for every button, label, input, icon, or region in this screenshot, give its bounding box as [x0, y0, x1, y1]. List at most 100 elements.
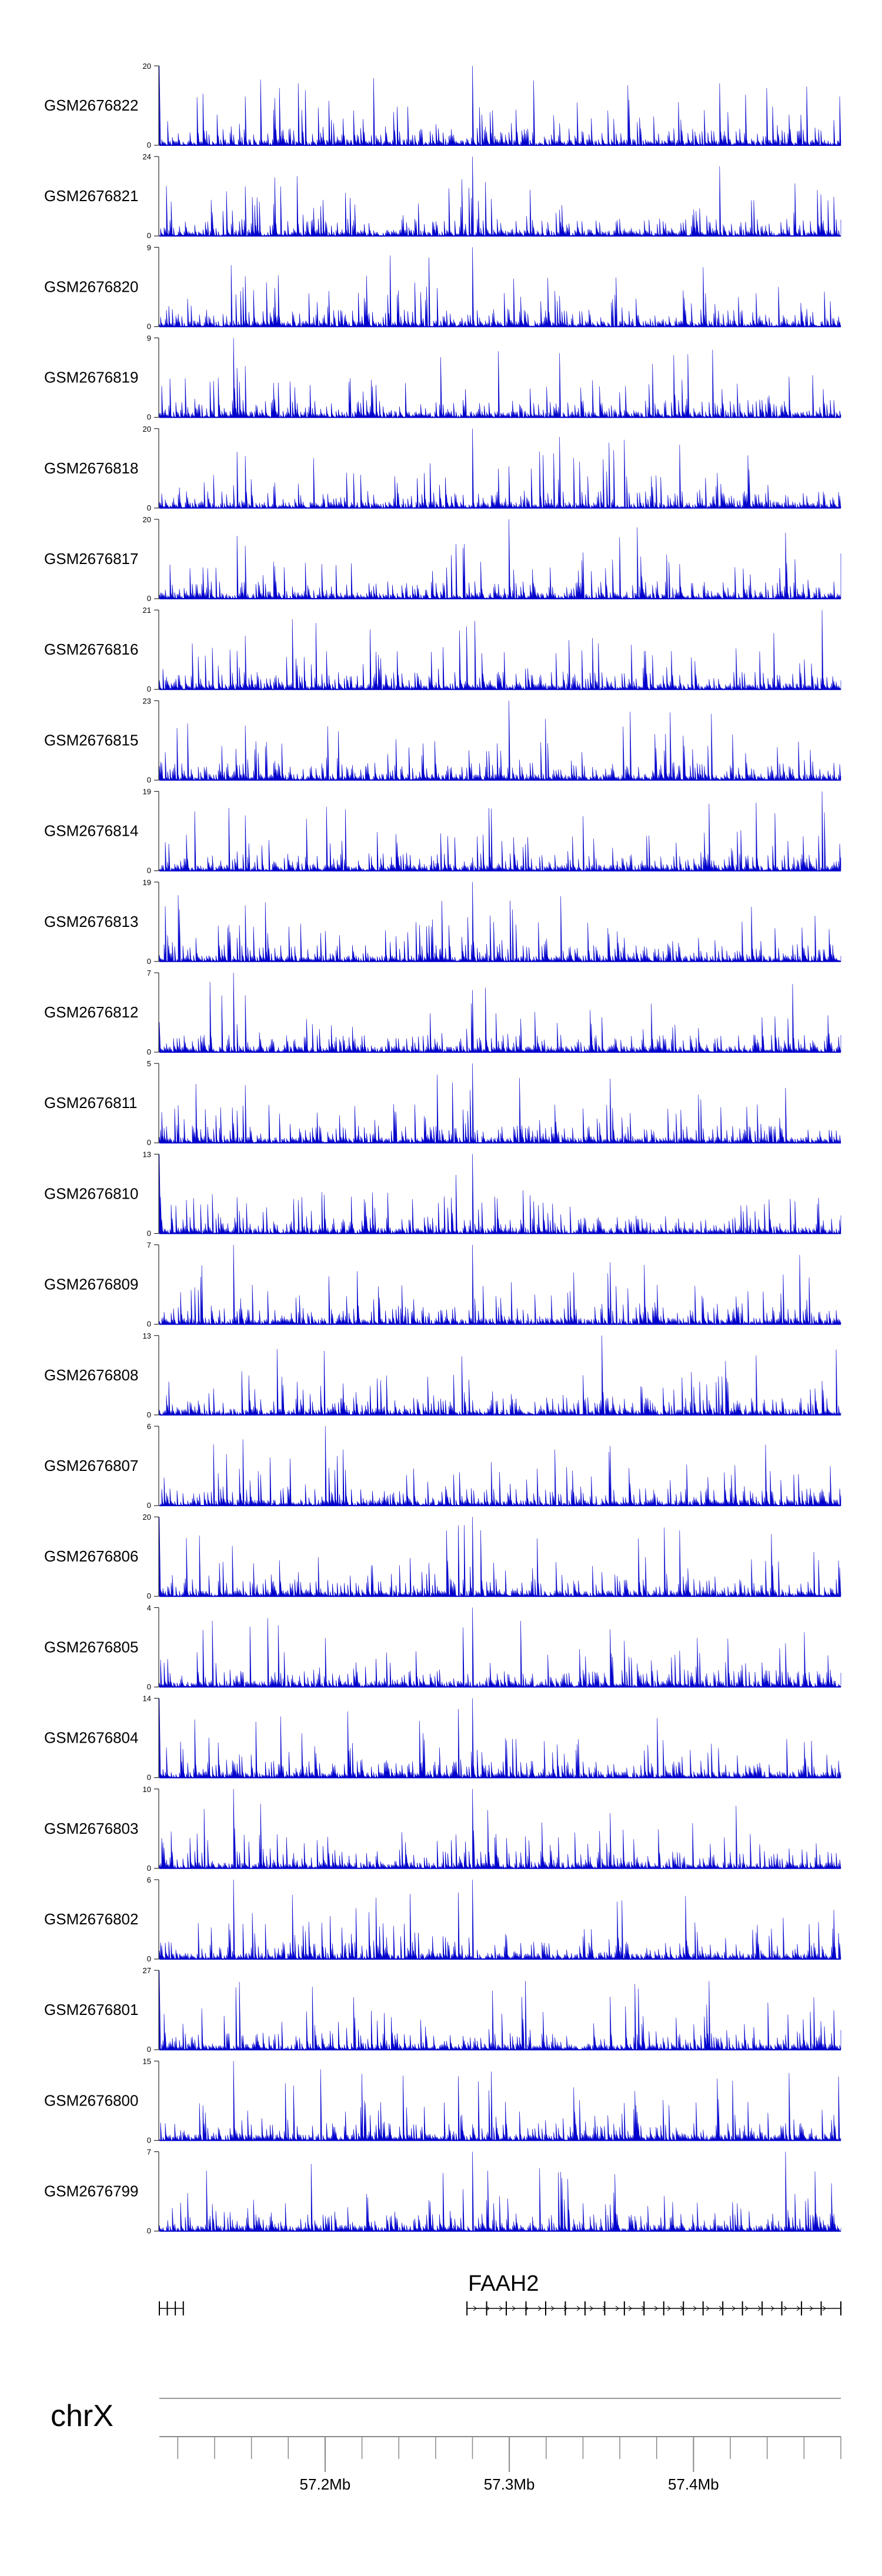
strand-arrow [486, 2305, 490, 2311]
strand-arrow [757, 2305, 761, 2311]
track-label: GSM2676801 [44, 2001, 138, 2018]
y-min-label: 0 [147, 1047, 151, 1056]
signal-area [159, 247, 841, 328]
y-min-label: 0 [147, 1682, 151, 1691]
chromosome-ideogram: chrX [51, 2398, 841, 2433]
y-max-label: 15 [143, 2057, 151, 2066]
track-label: GSM2676811 [44, 1094, 138, 1112]
y-min-label: 0 [147, 2135, 151, 2144]
y-min-label: 0 [147, 1954, 151, 1963]
y-max-label: 7 [147, 2148, 151, 2157]
y-max-label: 20 [143, 425, 151, 433]
signal-area [159, 610, 841, 690]
y-max-label: 20 [143, 515, 151, 524]
tick-label: 57.4Mb [668, 2475, 719, 2493]
gene-annotation-track: FAAH2 [159, 2271, 841, 2315]
y-max-label: 13 [143, 1150, 151, 1159]
y-min-label: 0 [147, 866, 151, 875]
strand-arrow [693, 2305, 697, 2311]
signal-area [159, 1788, 841, 1869]
strand-arrow [667, 2305, 671, 2311]
track-GSM2676800: GSM2676800 15 0 [44, 2057, 841, 2144]
track-GSM2676814: GSM2676814 19 0 [44, 788, 841, 875]
track-label: GSM2676813 [44, 913, 138, 930]
y-min-label: 0 [147, 503, 151, 512]
y-max-label: 4 [147, 1603, 151, 1612]
track-label: GSM2676804 [44, 1729, 138, 1747]
y-max-label: 9 [147, 243, 151, 252]
signal-area [159, 1244, 841, 1325]
y-min-label: 0 [147, 1591, 151, 1600]
track-label: GSM2676799 [44, 2183, 138, 2200]
track-GSM2676813: GSM2676813 19 0 [44, 878, 841, 966]
y-max-label: 21 [143, 606, 151, 615]
strand-arrow [615, 2305, 619, 2311]
y-min-label: 0 [147, 1773, 151, 1782]
signal-area [159, 1879, 841, 1960]
signal-area [159, 156, 841, 237]
track-label: GSM2676805 [44, 1638, 138, 1656]
strand-arrow [796, 2305, 800, 2311]
track-label: GSM2676812 [44, 1003, 138, 1021]
strand-arrow [499, 2305, 503, 2311]
y-min-label: 0 [147, 413, 151, 422]
y-max-label: 27 [143, 1966, 151, 1975]
y-max-label: 20 [143, 1513, 151, 1521]
strand-arrow [822, 2305, 826, 2311]
track-GSM2676809: GSM2676809 7 0 [44, 1241, 841, 1329]
track-label: GSM2676807 [44, 1457, 138, 1474]
chromosome-label: chrX [51, 2399, 113, 2433]
gene-label: FAAH2 [468, 2271, 539, 2296]
y-min-label: 0 [147, 1410, 151, 1419]
track-GSM2676805: GSM2676805 4 0 [44, 1603, 841, 1691]
signal-area [159, 1698, 841, 1778]
track-GSM2676806: GSM2676806 20 0 [44, 1513, 841, 1600]
track-label: GSM2676806 [44, 1547, 138, 1565]
track-label: GSM2676822 [44, 96, 138, 114]
track-GSM2676820: GSM2676820 9 0 [44, 243, 841, 331]
signal-area [159, 338, 841, 418]
strand-arrow [706, 2305, 710, 2311]
signal-area [159, 428, 841, 509]
y-max-label: 23 [143, 696, 151, 705]
tick-label: 57.3Mb [484, 2475, 535, 2493]
strand-arrow [512, 2305, 516, 2311]
track-GSM2676808: GSM2676808 13 0 [44, 1332, 841, 1419]
y-max-label: 24 [143, 152, 151, 161]
signal-area [159, 1607, 841, 1688]
strand-arrow [563, 2305, 567, 2311]
strand-arrow [809, 2305, 813, 2311]
track-GSM2676819: GSM2676819 9 0 [44, 334, 841, 422]
signal-area [159, 519, 841, 600]
genomic-scale-axis: 57.2Mb 57.3Mb 57.4Mb [159, 2436, 841, 2493]
gene-FAAH2: FAAH2 [466, 2271, 841, 2315]
y-min-label: 0 [147, 1138, 151, 1147]
track-GSM2676810: GSM2676810 13 0 [44, 1150, 841, 1237]
track-label: GSM2676816 [44, 640, 138, 658]
track-GSM2676799: GSM2676799 7 0 [44, 2148, 841, 2235]
y-min-label: 0 [147, 957, 151, 966]
y-min-label: 0 [147, 1501, 151, 1510]
track-GSM2676811: GSM2676811 5 0 [44, 1059, 841, 1147]
track-label: GSM2676810 [44, 1184, 138, 1202]
track-label: GSM2676802 [44, 1910, 138, 1928]
strand-arrow [524, 2305, 529, 2311]
signal-tracks: GSM2676822200GSM2676821240GSM267682090GS… [44, 62, 841, 2235]
y-max-label: 14 [143, 1694, 151, 1703]
y-min-label: 0 [147, 594, 151, 603]
track-label: GSM2676820 [44, 278, 138, 295]
track-GSM2676802: GSM2676802 6 0 [44, 1876, 841, 1963]
y-max-label: 13 [143, 1332, 151, 1340]
signal-area [159, 882, 841, 962]
track-GSM2676812: GSM2676812 7 0 [44, 969, 841, 1056]
track-label: GSM2676814 [44, 822, 138, 840]
y-max-label: 7 [147, 969, 151, 977]
y-min-label: 0 [147, 2045, 151, 2054]
track-label: GSM2676800 [44, 2091, 138, 2109]
strand-arrow [589, 2305, 593, 2311]
y-max-label: 20 [143, 62, 151, 71]
strand-arrow [770, 2305, 774, 2311]
signal-area [159, 791, 841, 872]
tick-label: 57.2Mb [300, 2475, 351, 2493]
